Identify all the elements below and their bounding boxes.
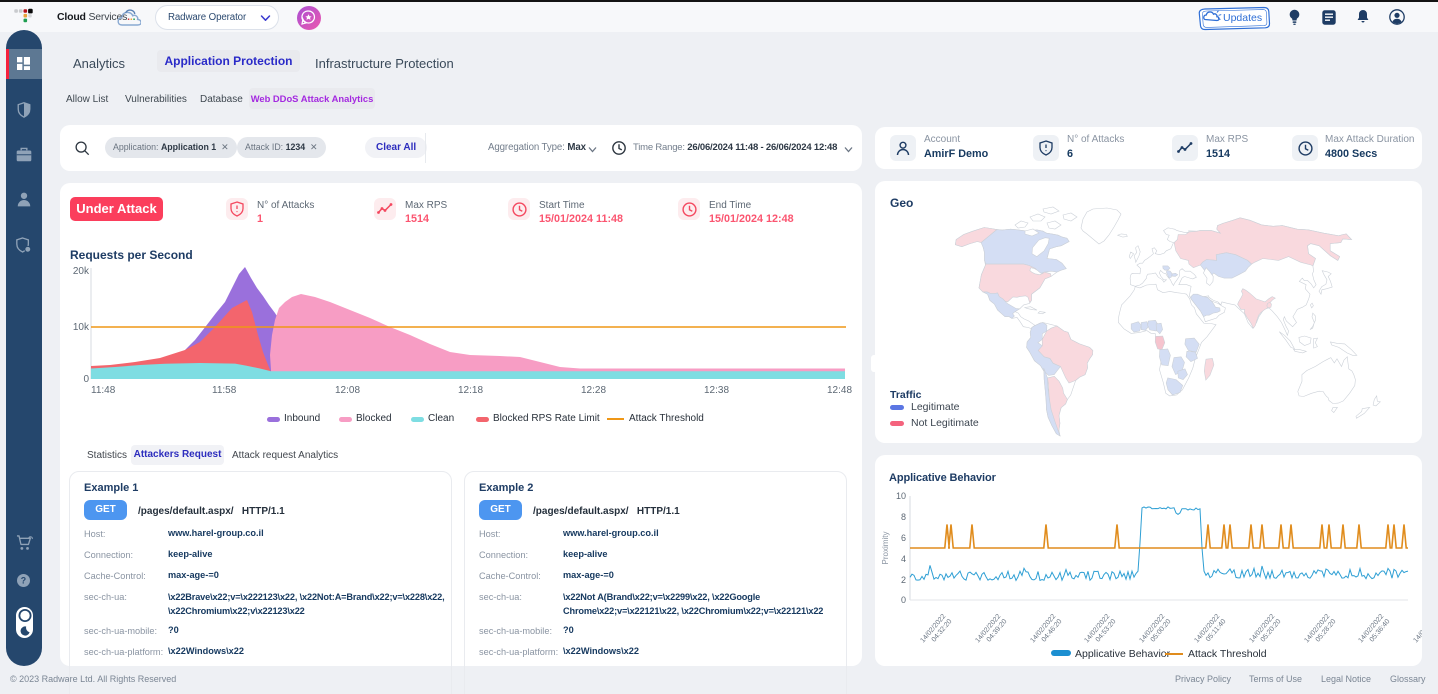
svg-text:0: 0: [83, 374, 89, 383]
svg-text:?: ?: [21, 576, 26, 586]
svg-text:2: 2: [901, 575, 906, 585]
svg-text:10k: 10k: [73, 322, 90, 333]
svg-text:8: 8: [901, 512, 906, 522]
svg-text:Proximity: Proximity: [881, 532, 890, 565]
svg-text:4: 4: [901, 554, 906, 564]
svg-text:10: 10: [896, 491, 906, 501]
svg-text:20k: 20k: [73, 266, 90, 277]
svg-text:0: 0: [901, 595, 906, 605]
svg-text:6: 6: [901, 533, 906, 543]
